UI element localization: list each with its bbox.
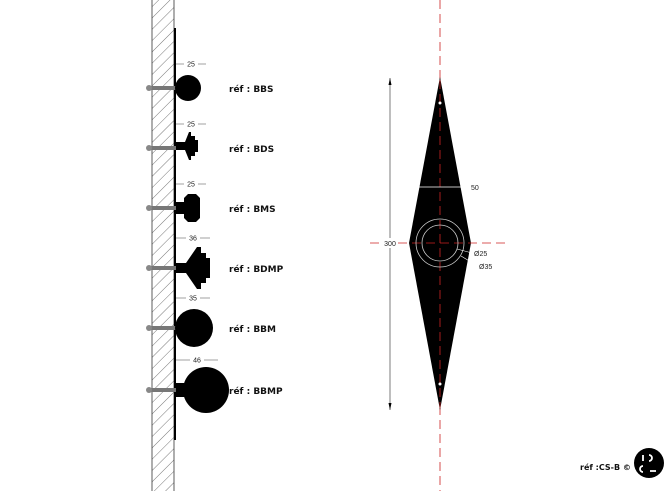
screw-hole	[438, 101, 442, 105]
knob-ball-small: 25 réf : BBS	[146, 60, 274, 101]
dimension-label: 25	[187, 182, 195, 189]
width-label: 50	[471, 185, 479, 192]
knob-reference-label: réf : BBM	[229, 324, 276, 335]
outer-diameter-label: Ø35	[479, 264, 492, 271]
drawing-reference: réf :CS-B ©	[580, 462, 631, 472]
knob-reference-label: réf : BDS	[229, 144, 274, 155]
screw-hole	[438, 382, 442, 386]
knob-stepped-small: 25 réf : BDS	[146, 120, 274, 160]
knob-reference-label: réf : BBMP	[229, 386, 283, 397]
knob-ball-large: 46 réf : BBMP	[146, 356, 283, 413]
dimension-label: 35	[189, 296, 197, 303]
dimension-label: 46	[193, 358, 201, 365]
brand-logo	[634, 448, 664, 478]
knob-reference-label: réf : BMS	[229, 204, 276, 215]
escutcheon-plate: 300 50 Ø25 Ø35	[370, 0, 510, 491]
dimension-label: 36	[189, 236, 197, 243]
wall-section	[151, 0, 176, 491]
dimension-label: 25	[187, 122, 195, 129]
knob-reference-label: réf : BBS	[229, 84, 274, 95]
diamond-plate	[409, 77, 471, 410]
dimension-label: 25	[187, 62, 195, 69]
knob-ball-medium: 35 réf : BBM	[146, 294, 276, 347]
inner-circle	[421, 224, 459, 262]
outer-circle	[415, 218, 465, 268]
height-label: 300	[384, 241, 396, 248]
knob-stepped-large: 36 réf : BDMP	[146, 234, 284, 289]
knob-octagon-small: 25 réf : BMS	[146, 180, 276, 222]
inner-diameter-label: Ø25	[474, 251, 487, 258]
knob-reference-label: réf : BDMP	[229, 264, 284, 275]
